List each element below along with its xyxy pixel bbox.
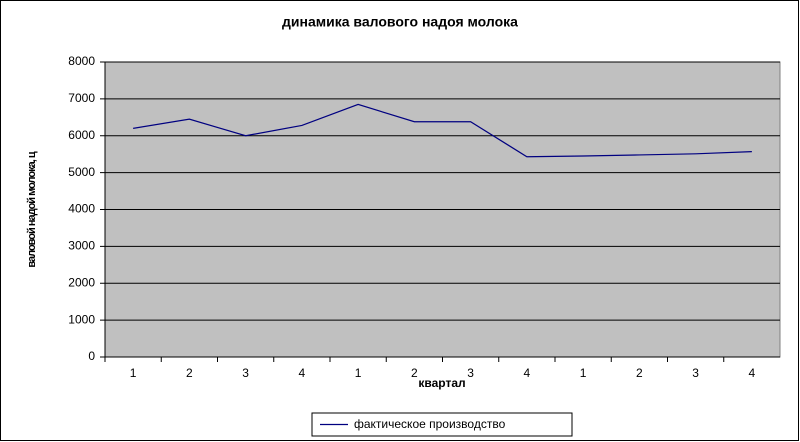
y-tick-label: 5000	[68, 165, 95, 179]
x-tick-label: 1	[355, 366, 362, 380]
x-tick-label: 4	[299, 366, 306, 380]
x-axis-label: квартал	[418, 376, 465, 390]
legend-box	[311, 412, 573, 437]
chart-title: динамика валового надоя молока	[282, 14, 518, 30]
y-tick-label: 3000	[68, 239, 95, 253]
y-tick-label: 4000	[68, 202, 95, 216]
y-tick-label: 1000	[68, 312, 95, 326]
legend-label: фактическое производство	[354, 417, 506, 431]
x-tick-label: 1	[580, 366, 587, 380]
y-axis-label: валовой надой молока, ц	[26, 151, 38, 267]
x-tick-label: 2	[411, 366, 418, 380]
y-tick-label: 7000	[68, 91, 95, 105]
x-tick-label: 3	[467, 366, 474, 380]
line	[133, 103, 752, 158]
y-tick-label: 0	[88, 349, 95, 363]
x-tick-label: 4	[749, 366, 756, 380]
x-tick-label: 4	[524, 366, 531, 380]
x-tick-label: 3	[242, 366, 249, 380]
x-tick-label: 2	[636, 366, 643, 380]
x-tick-label: 1	[130, 366, 137, 380]
x-tick-label: 2	[186, 366, 193, 380]
y-tick-label: 8000	[68, 54, 95, 68]
y-tick-label: 6000	[68, 128, 95, 142]
y-tick-label: 2000	[68, 275, 95, 289]
x-tick-label: 3	[692, 366, 699, 380]
